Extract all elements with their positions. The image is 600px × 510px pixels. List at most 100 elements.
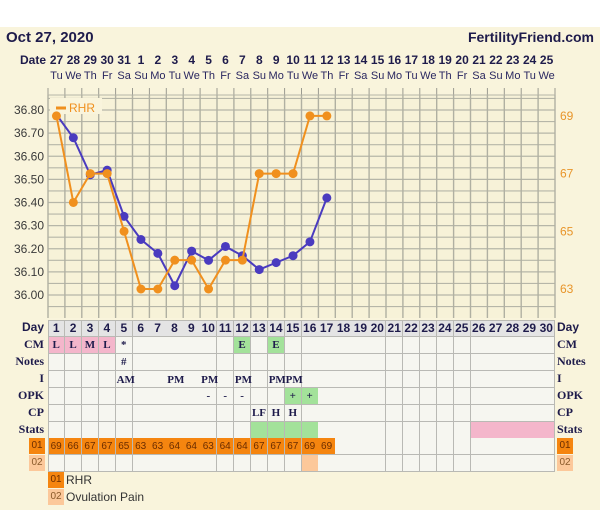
stats-cell[interactable]	[470, 422, 488, 439]
cervical-mucus-cell[interactable]	[504, 337, 522, 354]
notes-cell[interactable]	[453, 354, 471, 371]
rhr-value-cell[interactable]	[487, 438, 505, 455]
rhr-value-cell[interactable]: 67	[98, 438, 117, 455]
ovulation-pain-cell[interactable]	[335, 455, 353, 472]
intercourse-cell[interactable]	[335, 371, 353, 388]
day-number-cell[interactable]: 22	[402, 320, 421, 337]
cervical-mucus-cell[interactable]: E	[267, 337, 286, 354]
stats-cell[interactable]	[115, 422, 133, 439]
notes-cell[interactable]	[233, 354, 252, 371]
cervical-mucus-cell[interactable]	[352, 337, 370, 354]
cervical-mucus-cell[interactable]: *	[115, 337, 133, 354]
ovulation-pain-cell[interactable]	[504, 455, 522, 472]
rhr-value-cell[interactable]	[386, 438, 404, 455]
stats-cell[interactable]	[267, 422, 286, 439]
ovulation-pain-cell[interactable]	[521, 455, 539, 472]
intercourse-cell[interactable]	[453, 371, 471, 388]
ovulation-pain-cell[interactable]	[166, 455, 184, 472]
day-number-cell[interactable]: 5	[115, 320, 133, 337]
cervical-position-cell[interactable]	[436, 405, 455, 422]
ovulation-pain-cell[interactable]	[436, 455, 455, 472]
cervical-position-cell[interactable]	[64, 405, 83, 422]
cervical-mucus-cell[interactable]: M	[81, 337, 100, 354]
intercourse-cell[interactable]	[301, 371, 319, 388]
stats-cell[interactable]	[64, 422, 83, 439]
cervical-position-cell[interactable]	[402, 405, 421, 422]
rhr-value-cell[interactable]	[521, 438, 539, 455]
opk-cell[interactable]	[98, 388, 117, 405]
day-number-cell[interactable]: 9	[183, 320, 201, 337]
cervical-position-cell[interactable]	[81, 405, 100, 422]
intercourse-cell[interactable]	[521, 371, 539, 388]
cervical-position-cell[interactable]	[369, 405, 387, 422]
day-number-cell[interactable]: 20	[369, 320, 387, 337]
stats-cell[interactable]	[233, 422, 252, 439]
intercourse-cell[interactable]	[48, 371, 66, 388]
cervical-position-cell[interactable]	[504, 405, 522, 422]
opk-cell[interactable]	[267, 388, 286, 405]
opk-cell[interactable]	[487, 388, 505, 405]
intercourse-cell[interactable]	[233, 371, 252, 388]
notes-cell[interactable]	[352, 354, 370, 371]
cervical-position-cell[interactable]: H	[267, 405, 286, 422]
day-number-cell[interactable]: 29	[521, 320, 539, 337]
day-number-cell[interactable]: 18	[335, 320, 353, 337]
day-number-cell[interactable]: 16	[301, 320, 319, 337]
rhr-value-cell[interactable]: 69	[301, 438, 319, 455]
intercourse-cell[interactable]	[200, 371, 218, 388]
stats-cell[interactable]	[369, 422, 387, 439]
day-number-cell[interactable]: 19	[352, 320, 370, 337]
intercourse-cell[interactable]	[538, 371, 556, 388]
stats-cell[interactable]	[521, 422, 539, 439]
ovulation-pain-cell[interactable]	[386, 455, 404, 472]
day-number-cell[interactable]: 13	[250, 320, 269, 337]
day-number-cell[interactable]: 11	[217, 320, 235, 337]
cervical-mucus-cell[interactable]: L	[98, 337, 117, 354]
data-point[interactable]	[68, 197, 78, 207]
ovulation-pain-cell[interactable]	[352, 455, 370, 472]
stats-cell[interactable]	[436, 422, 455, 439]
intercourse-cell[interactable]	[369, 371, 387, 388]
stats-cell[interactable]	[250, 422, 269, 439]
cervical-position-cell[interactable]	[98, 405, 117, 422]
ovulation-pain-cell[interactable]	[301, 455, 319, 472]
day-number-cell[interactable]: 26	[470, 320, 488, 337]
stats-cell[interactable]	[81, 422, 100, 439]
day-number-cell[interactable]: 27	[487, 320, 505, 337]
data-point[interactable]	[305, 237, 315, 247]
cervical-mucus-cell[interactable]	[217, 337, 235, 354]
notes-cell[interactable]	[419, 354, 438, 371]
rhr-value-cell[interactable]: 69	[48, 438, 66, 455]
cervical-position-cell[interactable]	[386, 405, 404, 422]
notes-cell[interactable]: #	[115, 354, 133, 371]
data-point[interactable]	[170, 255, 180, 265]
day-number-cell[interactable]: 15	[284, 320, 302, 337]
intercourse-cell[interactable]	[98, 371, 117, 388]
data-point[interactable]	[288, 169, 298, 179]
opk-cell[interactable]	[183, 388, 201, 405]
data-point[interactable]	[322, 193, 332, 203]
cervical-mucus-cell[interactable]	[250, 337, 269, 354]
opk-cell[interactable]	[453, 388, 471, 405]
stats-cell[interactable]	[335, 422, 353, 439]
intercourse-cell[interactable]	[217, 371, 235, 388]
rhr-value-cell[interactable]	[419, 438, 438, 455]
cervical-position-cell[interactable]	[183, 405, 201, 422]
notes-cell[interactable]	[402, 354, 421, 371]
notes-cell[interactable]	[487, 354, 505, 371]
data-point[interactable]	[204, 284, 214, 294]
opk-cell[interactable]	[521, 388, 539, 405]
cervical-mucus-cell[interactable]	[470, 337, 488, 354]
stats-cell[interactable]	[149, 422, 167, 439]
notes-cell[interactable]	[98, 354, 117, 371]
notes-cell[interactable]	[132, 354, 150, 371]
data-point[interactable]	[102, 169, 112, 179]
opk-cell[interactable]	[386, 388, 404, 405]
day-number-cell[interactable]: 17	[318, 320, 336, 337]
ovulation-pain-cell[interactable]	[369, 455, 387, 472]
cervical-mucus-cell[interactable]: L	[64, 337, 83, 354]
ovulation-pain-cell[interactable]	[250, 455, 269, 472]
opk-cell[interactable]	[419, 388, 438, 405]
cervical-mucus-cell[interactable]: E	[233, 337, 252, 354]
notes-cell[interactable]	[166, 354, 184, 371]
